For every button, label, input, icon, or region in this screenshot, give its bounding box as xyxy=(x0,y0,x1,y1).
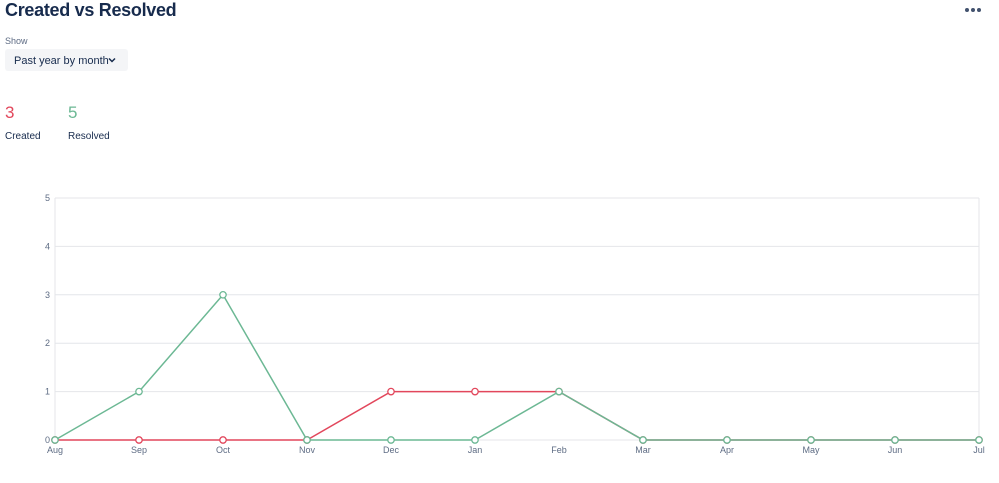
x-tick-label: Jun xyxy=(888,445,903,455)
menu-dot xyxy=(971,8,975,12)
menu-dot xyxy=(977,8,981,12)
x-tick-label: Mar xyxy=(635,445,651,455)
x-tick-label: Jan xyxy=(468,445,483,455)
data-point xyxy=(891,436,899,444)
data-point xyxy=(723,436,731,444)
menu-dot xyxy=(965,8,969,12)
x-tick-label: Nov xyxy=(299,445,316,455)
y-tick-label: 2 xyxy=(45,338,50,348)
x-tick-label: Oct xyxy=(216,445,231,455)
x-tick-label: Feb xyxy=(551,445,567,455)
y-tick-label: 0 xyxy=(45,435,50,445)
y-tick-label: 5 xyxy=(45,193,50,203)
x-tick-label: Jul xyxy=(973,445,985,455)
series-line xyxy=(54,293,979,441)
x-tick-label: Aug xyxy=(47,445,63,455)
data-point xyxy=(471,436,479,444)
data-point xyxy=(387,436,395,444)
data-point xyxy=(639,436,647,444)
widget-title: Created vs Resolved xyxy=(5,0,176,20)
data-point xyxy=(975,436,983,444)
data-point xyxy=(807,436,815,444)
x-tick-label: Sep xyxy=(131,445,147,455)
total-label: Resolved xyxy=(68,131,110,142)
dropdown-value: Past year by month xyxy=(14,55,109,67)
x-tick-label: Apr xyxy=(720,445,734,455)
dropdown-bg xyxy=(5,49,128,71)
data-point xyxy=(219,436,227,444)
total-value: 3 xyxy=(5,103,14,122)
x-tick-label: Dec xyxy=(383,445,400,455)
data-point xyxy=(303,436,311,444)
more-menu[interactable] xyxy=(965,8,981,12)
chevron xyxy=(108,57,116,63)
y-tick-label: 3 xyxy=(45,290,50,300)
data-point xyxy=(51,436,59,444)
total-value: 5 xyxy=(68,103,77,122)
y-tick-label: 4 xyxy=(45,241,50,251)
period-dropdown[interactable]: Past year by month xyxy=(5,49,128,71)
data-point xyxy=(219,290,227,299)
y-tick-label: 1 xyxy=(45,387,50,397)
data-point xyxy=(135,387,143,396)
filter-label: Show xyxy=(5,36,28,46)
data-point xyxy=(387,387,395,396)
x-tick-label: May xyxy=(802,445,820,455)
data-point xyxy=(135,436,143,444)
data-point xyxy=(555,387,563,396)
total-label: Created xyxy=(5,131,41,142)
data-point xyxy=(471,387,479,396)
